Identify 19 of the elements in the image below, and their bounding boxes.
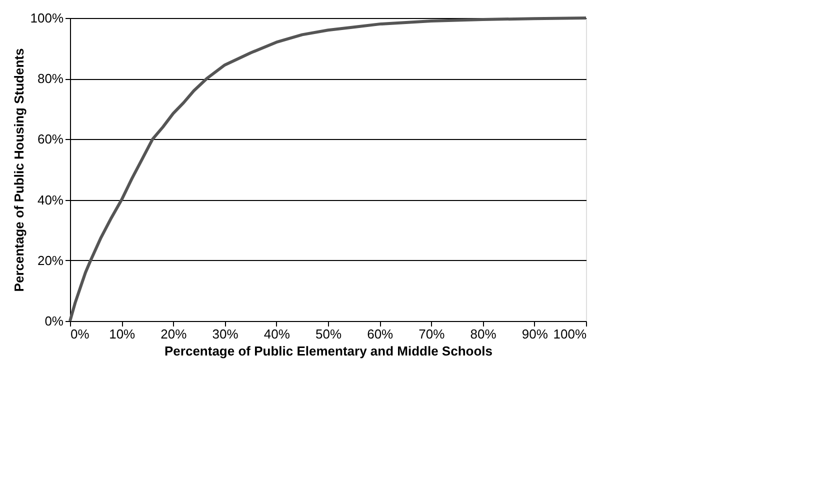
x-tick-label: 100% bbox=[553, 326, 587, 342]
x-tick-label: 40% bbox=[264, 326, 290, 342]
y-tick-label: 20% bbox=[37, 252, 64, 268]
y-tick-label: 100% bbox=[30, 10, 64, 26]
x-tick-label: 0% bbox=[70, 326, 90, 342]
y-tick-label: 60% bbox=[37, 132, 64, 147]
y-tick-label: 40% bbox=[37, 192, 64, 208]
x-tick-label: 20% bbox=[160, 326, 188, 342]
x-tick-label: 90% bbox=[522, 326, 548, 342]
x-axis-title: Percentage of Public Elementary and Middle Schools bbox=[164, 344, 492, 358]
x-tick-label: 30% bbox=[212, 326, 239, 342]
x-tick-label: 50% bbox=[315, 326, 342, 342]
y-tick-label: 0% bbox=[44, 314, 64, 328]
y-axis-title: Percentage of Public Housing Students bbox=[11, 48, 26, 292]
x-tick-label: 10% bbox=[109, 326, 136, 342]
x-tick-label: 60% bbox=[367, 326, 394, 342]
y-tick-label: 80% bbox=[37, 71, 64, 86]
x-tick-label: 80% bbox=[470, 326, 497, 342]
x-tick-label: 70% bbox=[418, 326, 446, 342]
